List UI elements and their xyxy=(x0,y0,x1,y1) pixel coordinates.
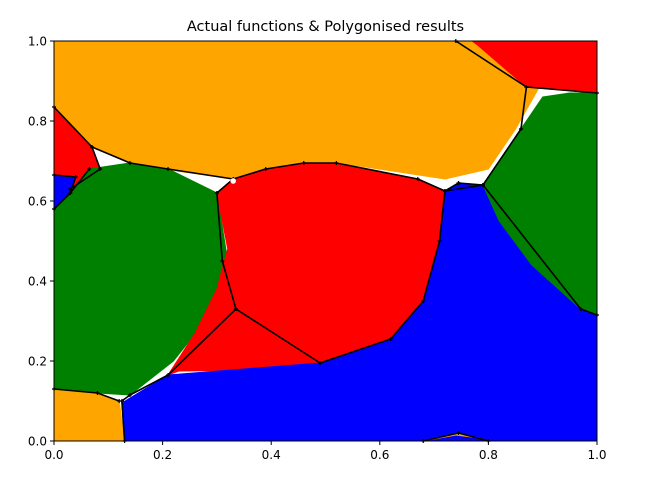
y-tick-label-4: 0.8 xyxy=(28,115,47,129)
x-tick-label-3: 0.6 xyxy=(370,448,389,462)
y-tick-label-2: 0.4 xyxy=(28,275,47,289)
vertex-marker-4-4 xyxy=(415,177,420,181)
boundary-line-13 xyxy=(520,86,528,130)
vertex-marker-10-1 xyxy=(578,307,583,311)
y-tick-label-0: 0.0 xyxy=(28,435,47,449)
highlight-point xyxy=(230,178,237,184)
vertex-marker-6-5 xyxy=(421,299,426,303)
vertex-marker-4-2 xyxy=(301,161,306,165)
y-axis: 0.0 0.2 0.4 0.6 0.8 1.0 xyxy=(28,35,54,449)
region-orange-top xyxy=(54,41,544,180)
boundary-line-2 xyxy=(54,174,77,210)
vertex-marker-0-2 xyxy=(128,161,133,165)
x-tick-label-5: 1.0 xyxy=(587,448,606,462)
x-axis: 0.0 0.2 0.4 0.6 0.8 1.0 xyxy=(44,441,607,462)
regions-layer xyxy=(54,41,597,441)
vertex-marker-6-0 xyxy=(214,191,219,195)
region-green-right xyxy=(482,92,597,316)
vertex-marker-0-3 xyxy=(166,167,171,171)
vertex-marker-6-4 xyxy=(388,337,393,341)
vertex-marker-7-2 xyxy=(128,393,133,397)
vertex-marker-11-1 xyxy=(456,181,461,185)
vertex-marker-13-0 xyxy=(524,85,529,89)
vertex-marker-2-1 xyxy=(73,175,78,179)
vertex-marker-4-3 xyxy=(334,161,339,165)
vertex-marker-6-3 xyxy=(318,361,323,365)
vertex-marker-1-1 xyxy=(98,167,103,171)
vertex-marker-7-1 xyxy=(166,373,171,377)
y-tick-label-5: 1.0 xyxy=(28,35,47,49)
boundary-line-11 xyxy=(444,182,459,192)
plot-frame xyxy=(53,40,598,442)
x-tick-label-0: 0.0 xyxy=(44,448,63,462)
vertex-marker-4-1 xyxy=(263,167,268,171)
polylines-layer xyxy=(54,41,597,441)
vertex-marker-1-0 xyxy=(90,145,95,149)
vertex-marker-14-1 xyxy=(456,431,461,435)
x-tick-label-2: 0.4 xyxy=(262,448,281,462)
x-tick-label-1: 0.2 xyxy=(153,448,172,462)
vertex-marker-6-6 xyxy=(437,239,442,243)
vertex-marker-13-1 xyxy=(518,127,523,131)
boundary-line-6 xyxy=(216,190,446,364)
boundary-line-4 xyxy=(232,128,522,192)
chart-title: Actual functions & Polygonised results xyxy=(187,19,464,35)
vertex-marker-8-2 xyxy=(117,399,122,403)
boundary-line-3 xyxy=(69,168,90,194)
boundary-line-9 xyxy=(458,182,484,186)
y-tick-label-3: 0.6 xyxy=(28,195,47,209)
vertex-marker-3-1 xyxy=(87,167,92,171)
vertex-marker-6-1 xyxy=(220,259,225,263)
vertex-marker-8-1 xyxy=(95,391,100,395)
vertex-marker-11-0 xyxy=(442,189,447,193)
vertex-marker-10-0 xyxy=(480,183,485,187)
x-tick-label-4: 0.8 xyxy=(479,448,498,462)
vertex-marker-7-0 xyxy=(233,307,238,311)
vertex-marker-3-0 xyxy=(68,191,73,195)
y-tick-label-1: 0.2 xyxy=(28,355,47,369)
vertex-marker-1-2 xyxy=(68,187,73,191)
